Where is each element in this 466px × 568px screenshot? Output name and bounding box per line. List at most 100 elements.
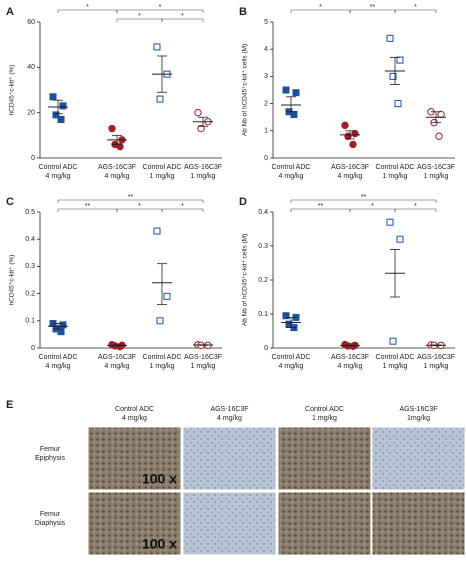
data-point xyxy=(153,43,161,51)
data-point xyxy=(435,132,443,140)
x-tick-label: 4 mg/kg xyxy=(105,363,130,370)
x-tick-label: 1 mg/kg xyxy=(191,363,216,370)
y-tick-label: 5 xyxy=(264,19,268,26)
x-tick-label: Control ADC xyxy=(272,164,311,171)
data-point xyxy=(389,337,397,345)
significance-label: * xyxy=(181,13,184,20)
y-tick-label: 0.1 xyxy=(25,318,35,325)
data-point xyxy=(394,100,402,108)
significance-label: * xyxy=(319,4,322,11)
column-header: 4 mg/kg xyxy=(217,415,242,422)
row-label: Femur xyxy=(40,511,61,518)
x-tick-label: AGS-16C3F xyxy=(331,164,369,171)
column-header: 1mg/kg xyxy=(407,415,430,422)
micrograph xyxy=(277,426,372,491)
y-tick-label: 0.2 xyxy=(25,290,35,297)
micrograph xyxy=(182,426,277,491)
micrograph xyxy=(87,491,182,556)
panel-letter: B xyxy=(239,6,247,18)
y-axis-label: hCD45⁺c-kit⁺ (%) xyxy=(9,65,16,116)
x-tick-label: AGS-16C3F xyxy=(98,354,136,361)
y-tick-label: 3 xyxy=(264,73,268,80)
data-point xyxy=(292,89,300,97)
y-axis-label: Ab Nb of hCD45⁺c-kit⁺ cells (M) xyxy=(242,44,249,136)
data-point xyxy=(108,124,116,133)
data-point xyxy=(386,218,394,226)
x-tick-label: Control ADC xyxy=(272,354,311,361)
y-tick-label: 40 xyxy=(27,64,35,71)
panel-letter: E xyxy=(6,399,13,411)
data-point xyxy=(59,321,67,329)
data-point xyxy=(156,317,164,325)
data-point xyxy=(389,72,397,80)
data-point xyxy=(396,56,404,64)
x-tick-label: 4 mg/kg xyxy=(279,363,304,370)
data-point xyxy=(116,342,124,351)
x-tick-label: AGS-16C3F xyxy=(98,164,136,171)
y-tick-label: 0.3 xyxy=(25,263,35,270)
x-tick-label: 4 mg/kg xyxy=(338,363,363,370)
x-tick-label: 1 mg/kg xyxy=(150,363,175,370)
significance-label: * xyxy=(159,4,162,11)
data-point xyxy=(396,235,404,243)
y-tick-label: 0 xyxy=(264,155,268,162)
panel-letter: D xyxy=(239,196,247,208)
significance-label: * xyxy=(138,13,141,20)
data-point xyxy=(386,34,394,42)
y-tick-label: 0.2 xyxy=(258,277,268,284)
significance-label: ** xyxy=(85,203,91,210)
x-tick-label: 1 mg/kg xyxy=(424,363,449,370)
data-point xyxy=(59,102,67,110)
significance-label: * xyxy=(138,203,141,210)
y-tick-label: 0.4 xyxy=(25,236,35,243)
data-point xyxy=(282,312,290,320)
data-point xyxy=(290,110,298,118)
x-tick-label: AGS-16C3F xyxy=(331,354,369,361)
significance-label: ** xyxy=(318,203,324,210)
y-tick-label: 2 xyxy=(264,100,268,107)
data-point xyxy=(153,227,161,235)
significance-label: * xyxy=(414,4,417,11)
significance-label: ** xyxy=(370,4,376,11)
y-tick-label: 1 xyxy=(264,128,268,135)
row-label: Femur xyxy=(40,446,61,453)
significance-label: ** xyxy=(361,194,367,201)
data-point xyxy=(282,86,290,94)
micrograph xyxy=(87,426,182,491)
data-point xyxy=(351,129,359,138)
x-tick-label: Control ADC xyxy=(39,164,78,171)
y-tick-label: 20 xyxy=(27,110,35,117)
column-header: Control ADC xyxy=(115,406,154,413)
y-axis-label: hCD45⁺c-kit⁺ (%) xyxy=(9,255,16,306)
significance-label: * xyxy=(414,203,417,210)
y-tick-label: 0.3 xyxy=(258,243,268,250)
micrograph xyxy=(371,491,466,556)
y-tick-label: 0 xyxy=(31,345,35,352)
y-axis-label: Ab Nb of hCD45⁺c-kit⁺ cells (M) xyxy=(242,234,249,326)
x-tick-label: AGS-16C3F xyxy=(417,164,455,171)
x-tick-label: AGS-16C3F xyxy=(184,164,222,171)
data-point xyxy=(194,108,202,117)
data-point xyxy=(349,140,357,149)
y-tick-label: 4 xyxy=(264,46,268,53)
column-header: AGS-16C3F xyxy=(210,406,248,413)
data-point xyxy=(197,124,205,133)
x-tick-label: Control ADC xyxy=(376,164,415,171)
row-label: Diaphysis xyxy=(35,520,66,527)
micrograph xyxy=(182,491,277,556)
x-tick-label: 4 mg/kg xyxy=(338,173,363,180)
significance-label: * xyxy=(181,203,184,210)
y-tick-label: 0.4 xyxy=(258,209,268,216)
x-tick-label: 4 mg/kg xyxy=(46,363,71,370)
micrograph xyxy=(277,491,372,556)
data-point xyxy=(116,142,124,151)
x-tick-label: 4 mg/kg xyxy=(279,173,304,180)
y-tick-label: 0 xyxy=(264,345,268,352)
micrograph xyxy=(371,426,466,491)
data-point xyxy=(52,111,60,119)
y-tick-label: 0.1 xyxy=(258,311,268,318)
x-tick-label: 4 mg/kg xyxy=(105,173,130,180)
